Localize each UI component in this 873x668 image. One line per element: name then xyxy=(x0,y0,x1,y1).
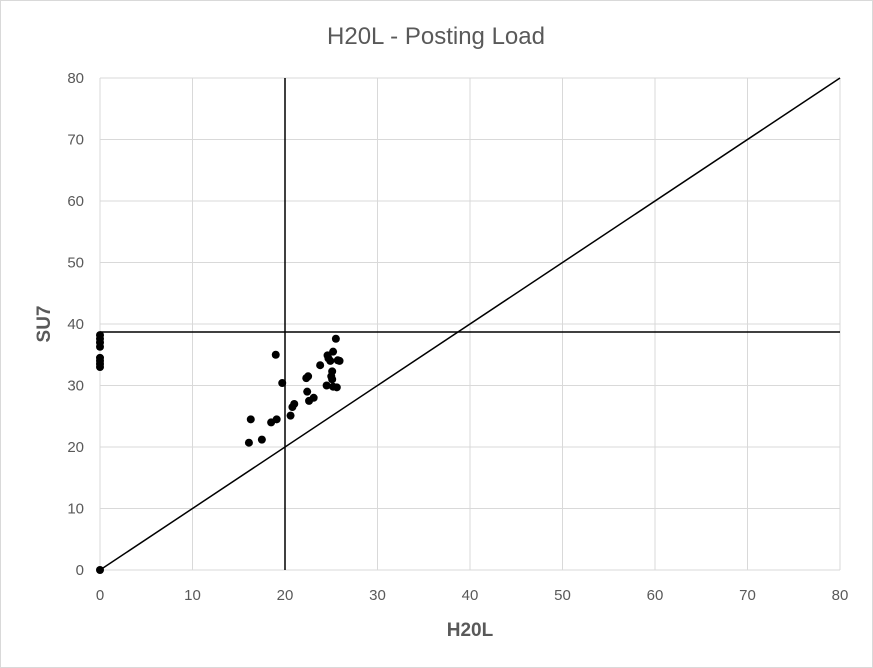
y-tick-label: 10 xyxy=(67,501,84,518)
data-point xyxy=(96,566,104,574)
x-tick-label: 30 xyxy=(369,587,386,604)
x-tick-label: 50 xyxy=(554,587,571,604)
data-point xyxy=(244,438,253,447)
y-tick-label: 30 xyxy=(67,378,84,395)
y-tick-label: 50 xyxy=(67,255,84,272)
data-point xyxy=(335,356,344,365)
data-point xyxy=(322,381,331,390)
data-point xyxy=(257,435,266,444)
x-tick-label: 10 xyxy=(184,587,201,604)
y-axis-title: SU7 xyxy=(34,306,55,343)
data-point xyxy=(286,411,295,420)
data-point xyxy=(326,356,335,365)
reference-lines xyxy=(99,77,841,571)
data-points xyxy=(96,331,344,574)
data-point xyxy=(290,399,299,408)
chart-title: H20L - Posting Load xyxy=(327,23,545,50)
x-tick-label: 20 xyxy=(277,587,294,604)
data-point xyxy=(272,415,281,424)
grid-lines xyxy=(99,77,841,571)
data-point xyxy=(278,379,287,388)
data-point xyxy=(329,347,338,356)
tick-labels: 0 10 20 30 40 50 60 70 80 0 10 20 30 40 50 60 70 80 xyxy=(67,70,848,604)
y-tick-label: 70 xyxy=(67,132,84,149)
x-axis-title: H20L xyxy=(447,620,494,641)
data-point xyxy=(96,353,104,362)
y-tick-label: 40 xyxy=(67,316,84,333)
x-tick-label: 80 xyxy=(832,587,849,604)
x-tick-label: 70 xyxy=(739,587,756,604)
y-tick-label: 20 xyxy=(67,439,84,456)
diagonal-reference-line xyxy=(99,77,841,571)
data-point xyxy=(328,367,337,376)
x-tick-label: 60 xyxy=(647,587,664,604)
y-tick-label: 80 xyxy=(67,70,84,87)
x-tick-label: 0 xyxy=(96,587,104,604)
y-tick-label: 0 xyxy=(76,562,84,579)
data-point xyxy=(328,375,337,384)
data-point xyxy=(331,334,340,343)
data-point xyxy=(246,415,255,424)
data-point xyxy=(332,383,341,392)
data-point xyxy=(304,372,313,381)
data-point xyxy=(316,361,325,370)
data-point xyxy=(96,331,104,340)
data-point xyxy=(271,350,280,359)
data-point xyxy=(309,393,318,402)
x-tick-label: 40 xyxy=(462,587,479,604)
y-tick-label: 60 xyxy=(67,193,84,210)
data-point xyxy=(303,387,312,396)
